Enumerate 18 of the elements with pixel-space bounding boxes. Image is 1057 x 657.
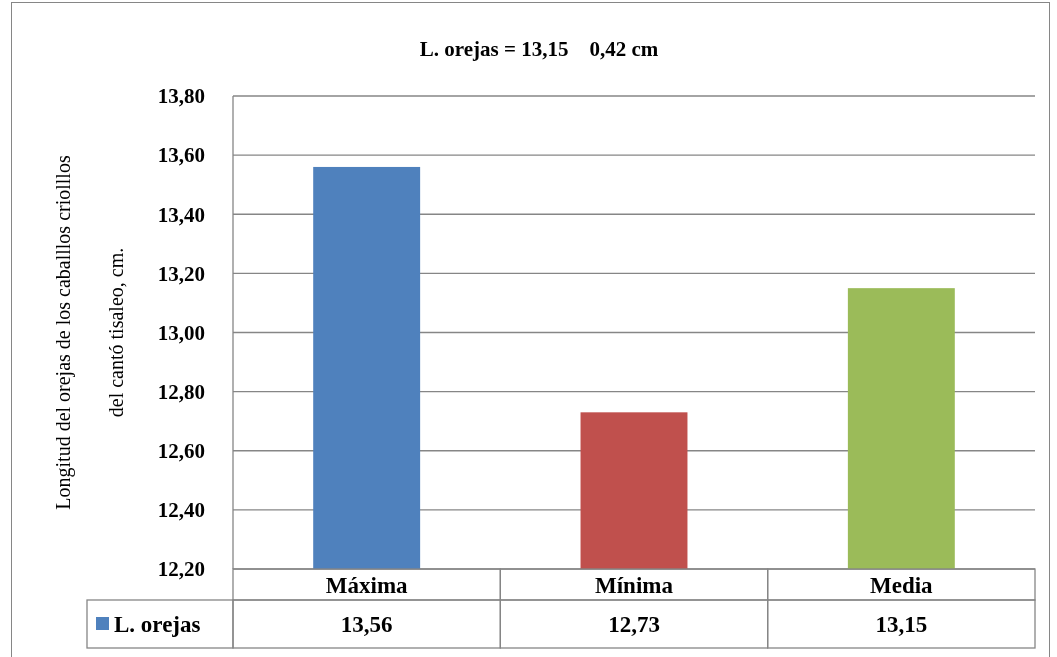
y-tick-label: 13,40 xyxy=(157,202,205,227)
chart-title: L. orejas = 13,15 0,42 cm xyxy=(419,37,659,61)
y-tick-label: 13,00 xyxy=(157,320,205,345)
x-tick-label: Mínima xyxy=(595,572,674,598)
y-tick-label: 13,20 xyxy=(157,261,205,286)
legend-label: L. orejas xyxy=(114,612,201,638)
y-tick-label: 13,60 xyxy=(157,143,205,168)
x-tick-label: Máxima xyxy=(325,572,409,598)
data-label: 13,15 xyxy=(875,612,928,638)
y-tick-label: 12,20 xyxy=(157,557,205,582)
y-tick-label: 12,60 xyxy=(157,439,205,464)
y-tick-label: 12,40 xyxy=(157,498,205,523)
y-tick-label: 12,80 xyxy=(157,379,205,404)
data-label: 12,73 xyxy=(608,612,660,638)
x-tick-label: Media xyxy=(870,572,934,598)
text: Longitud del orejas de los caballlos criolllos del cantó tisaleo, cm. xyxy=(52,155,127,510)
data-label: 13,56 xyxy=(340,612,393,638)
y-tick-label: 13,80 xyxy=(157,84,205,109)
